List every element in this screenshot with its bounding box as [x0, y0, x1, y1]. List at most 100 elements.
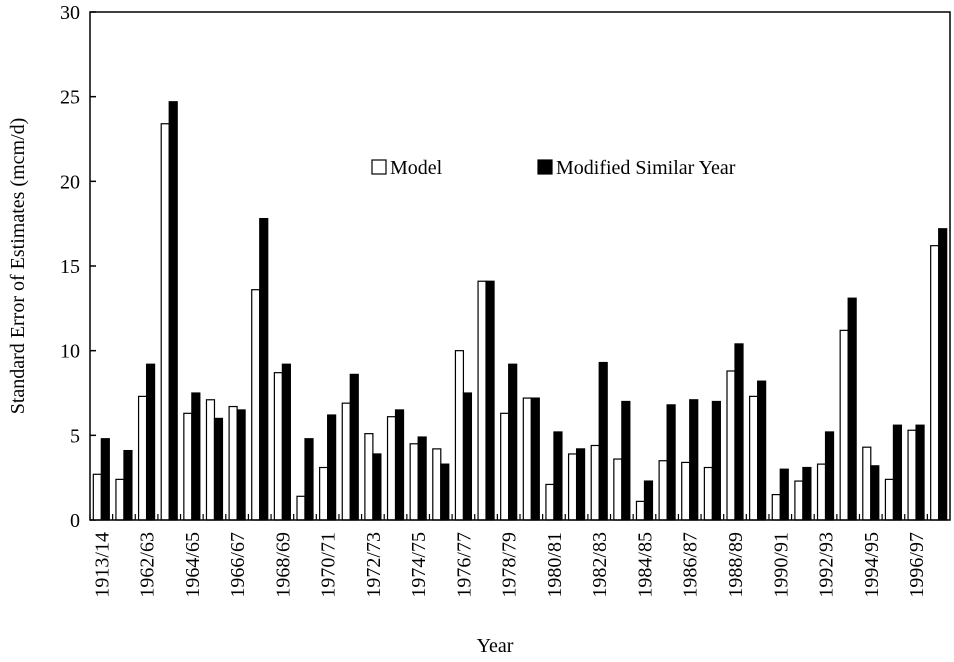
plot-frame — [89, 11, 951, 521]
bar — [100, 438, 110, 521]
bar — [666, 404, 676, 521]
bar — [137, 395, 148, 521]
x-tick-label: 1976/77 — [453, 532, 475, 598]
x-tick-label: 1968/69 — [272, 532, 294, 598]
bar — [689, 399, 699, 521]
y-tick-label: 5 — [70, 425, 80, 447]
bar — [462, 392, 473, 521]
bar — [160, 123, 170, 521]
bar — [477, 280, 487, 521]
bar — [327, 414, 337, 521]
x-tick-label: 1988/89 — [725, 532, 747, 598]
bar — [779, 468, 789, 521]
y-tick-label: 30 — [60, 2, 80, 24]
bar — [613, 458, 623, 521]
x-tick-label: 1972/73 — [363, 532, 385, 598]
bar — [500, 412, 510, 521]
bar — [802, 466, 812, 521]
bar — [92, 473, 102, 521]
bar — [734, 343, 744, 521]
x-tick-label: 1984/85 — [634, 532, 656, 598]
y-tick-label: 0 — [70, 510, 80, 532]
bar — [575, 448, 586, 521]
bar — [251, 289, 261, 521]
bar — [816, 463, 827, 521]
bar — [115, 478, 125, 521]
x-tick-label: 1986/87 — [680, 532, 702, 598]
x-axis-title: Year — [477, 635, 514, 657]
bar — [726, 370, 736, 521]
bar — [749, 395, 759, 521]
x-tick-label: 1990/91 — [770, 532, 792, 598]
bar — [530, 397, 540, 521]
bar — [281, 363, 291, 521]
y-tick-label: 15 — [60, 256, 80, 278]
x-tick-label: 1970/71 — [318, 532, 340, 598]
legend-label: Model — [390, 157, 443, 179]
bar — [228, 405, 238, 521]
bar — [273, 372, 283, 521]
legend-label: Modified Similar Year — [556, 157, 736, 179]
x-tick-label: 1978/79 — [499, 532, 521, 598]
bar — [643, 480, 654, 521]
bar — [567, 453, 578, 521]
bar — [711, 400, 721, 521]
x-tick-label: 1992/93 — [816, 532, 838, 598]
x-tick-label: 1964/65 — [182, 532, 204, 598]
bar — [454, 350, 465, 521]
bar — [183, 412, 193, 521]
bar — [191, 392, 201, 521]
bar — [757, 380, 767, 521]
x-tick-label: 1962/63 — [137, 532, 159, 598]
bar — [394, 409, 405, 521]
bar — [915, 424, 925, 521]
bar — [892, 424, 903, 521]
bar — [938, 228, 948, 521]
bar — [771, 494, 781, 521]
legend-swatch — [537, 159, 553, 175]
bar — [930, 245, 940, 521]
bar — [847, 297, 857, 521]
bar — [349, 373, 359, 521]
y-tick-label: 10 — [60, 341, 80, 363]
bar — [681, 461, 691, 521]
x-tick-label: 1996/97 — [906, 532, 928, 598]
bar — [658, 460, 668, 521]
x-tick-label: 1982/83 — [589, 532, 611, 598]
y-axis-title: Standard Error of Estimates (mcm/d) — [7, 118, 29, 415]
bar — [372, 453, 382, 521]
bar — [621, 400, 631, 521]
bar — [635, 500, 646, 521]
bar — [703, 466, 713, 521]
x-tick-label: 1913/14 — [91, 532, 113, 598]
legend-swatch — [371, 159, 387, 175]
bar — [839, 329, 849, 521]
bar — [417, 436, 427, 521]
bar — [553, 431, 563, 521]
y-tick-label: 25 — [60, 87, 80, 109]
y-tick-label: 20 — [60, 171, 80, 193]
x-tick-label: 1974/75 — [408, 532, 430, 598]
bar — [168, 101, 178, 521]
bar — [386, 416, 397, 521]
bar — [236, 409, 246, 521]
bar — [304, 438, 314, 521]
x-tick-label: 1994/95 — [861, 532, 883, 598]
bar — [870, 465, 880, 521]
bar — [123, 449, 133, 521]
bar — [259, 217, 269, 521]
bar — [319, 466, 329, 521]
bar — [824, 431, 835, 521]
bar — [432, 448, 442, 521]
bar — [213, 417, 224, 521]
bar — [409, 443, 419, 521]
x-tick-label: 1966/67 — [227, 532, 249, 598]
x-tick-label: 1980/81 — [544, 532, 566, 598]
bar — [145, 363, 156, 521]
bar — [598, 361, 608, 521]
bar — [440, 463, 450, 521]
bar — [884, 478, 895, 521]
bar — [364, 433, 374, 521]
bar — [862, 446, 872, 521]
